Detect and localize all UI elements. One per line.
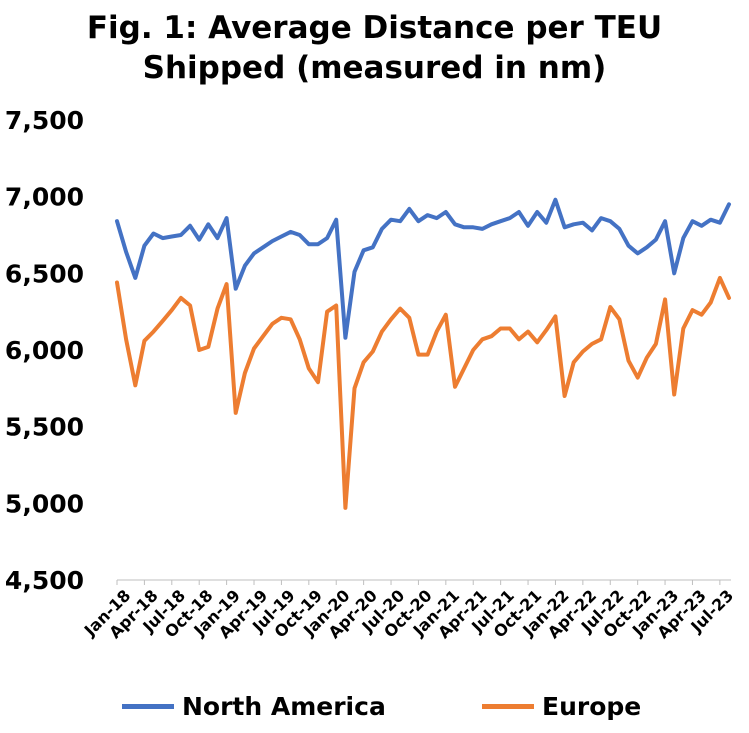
legend-item-europe: Europe [482,692,641,721]
y-axis: 7,500 7,000 6,500 6,000 5,500 5,000 4,500 [5,106,84,595]
legend-label-north-america: North America [182,692,386,721]
y-tick-label: 5,000 [5,489,84,518]
y-tick-label: 7,000 [5,183,84,212]
y-tick-label: 4,500 [5,566,84,595]
y-tick-label: 7,500 [5,106,84,135]
x-axis: Jan-18Apr-18Jul-18Oct-18Jan-19Apr-19Jul-… [80,579,737,642]
series-line-north-america [115,197,731,340]
legend-swatch-europe [482,704,534,709]
legend-swatch-north-america [122,704,174,709]
chart-title-line-2: Shipped (measured in nm) [142,50,607,86]
y-tick-label: 6,000 [5,336,84,365]
chart-title-line-1: Fig. 1: Average Distance per TEU [86,10,663,46]
series-line-europe [115,275,731,510]
legend-item-north-america: North America [122,692,386,721]
legend: North America Europe [0,692,749,732]
chart-title: Fig. 1: Average Distance per TEU Shipped… [0,8,749,88]
line-chart: 7,500 7,000 6,500 6,000 5,500 5,000 4,500 Jan-… [5,106,737,642]
legend-label-europe: Europe [542,692,642,721]
y-tick-label: 5,500 [5,413,84,442]
y-tick-label: 6,500 [5,259,84,288]
plot-area [115,197,731,510]
